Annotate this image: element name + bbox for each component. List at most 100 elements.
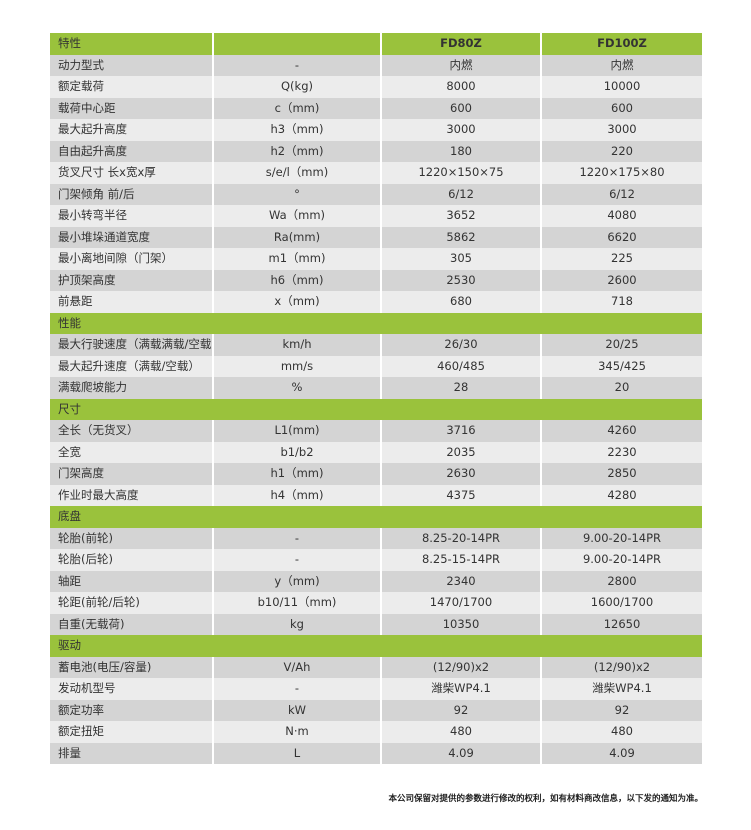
spec-unit: kW (212, 699, 381, 721)
value-fd100z: 225 (540, 248, 702, 270)
spec-unit: kg (212, 613, 381, 635)
value-fd80z: 8.25-15-14PR (380, 549, 541, 571)
value-fd80z: 10350 (380, 613, 541, 635)
value-fd100z: 6620 (540, 226, 702, 248)
spec-unit: s/e/l（mm) (212, 162, 381, 184)
value-fd100z: (12/90)x2 (540, 656, 702, 678)
value-fd80z: 1220×150×75 (380, 162, 541, 184)
spec-unit: h2（mm) (212, 140, 381, 162)
value-fd100z: 345/425 (540, 355, 702, 377)
value-fd80z: 460/485 (380, 355, 541, 377)
spec-unit: m1（mm) (212, 248, 381, 270)
spec-unit: - (212, 54, 381, 76)
value-fd80z: 92 (380, 699, 541, 721)
value-fd80z: 6/12 (380, 183, 541, 205)
value-fd80z: 680 (380, 291, 541, 313)
section-header: 底盘 (50, 506, 702, 528)
spec-unit: - (212, 527, 381, 549)
spec-unit: ° (212, 183, 381, 205)
value-fd80z: 305 (380, 248, 541, 270)
spec-unit: x（mm) (212, 291, 381, 313)
value-fd80z: 2340 (380, 570, 541, 592)
table-row: 额定功率 kW 92 92 (50, 699, 702, 721)
spec-label: 蓄电池(电压/容量) (50, 656, 213, 678)
spec-label: 满载爬坡能力 (50, 377, 213, 399)
table-row: 载荷中心距 c（mm) 600 600 (50, 97, 702, 119)
spec-label: 最小堆垛通道宽度 (50, 226, 213, 248)
spec-label: 作业时最大高度 (50, 484, 213, 506)
value-fd80z: 2530 (380, 269, 541, 291)
spec-label: 排量 (50, 742, 213, 764)
spec-unit: y（mm) (212, 570, 381, 592)
value-fd80z: 600 (380, 97, 541, 119)
spec-unit: km/h (212, 334, 381, 356)
footnote: 本公司保留对提供的参数进行修改的权利，如有材料商改信息，以下发的通知为准。 (388, 794, 703, 804)
spec-label: 额定载荷 (50, 76, 213, 98)
table-row: 最大起升速度（满载/空载） mm/s 460/485 345/425 (50, 355, 702, 377)
value-fd80z: 8.25-20-14PR (380, 527, 541, 549)
table-row: 动力型式 - 内燃 内燃 (50, 54, 702, 76)
value-fd80z: 内燃 (380, 54, 541, 76)
value-fd100z: 220 (540, 140, 702, 162)
spec-unit: Ra(mm) (212, 226, 381, 248)
spec-label: 门架倾角 前/后 (50, 183, 213, 205)
section-header: 尺寸 (50, 398, 702, 420)
section-title: 性能 (50, 312, 702, 334)
header-model-fd100z: FD100Z (540, 33, 702, 55)
value-fd100z: 20/25 (540, 334, 702, 356)
spec-unit: b10/11（mm) (212, 592, 381, 614)
section-title: 驱动 (50, 635, 702, 657)
section-title: 尺寸 (50, 398, 702, 420)
value-fd100z: 12650 (540, 613, 702, 635)
spec-table: 特性 FD80Z FD100Z 动力型式 - 内燃 内燃 额定载荷 Q(kg) 8000 10… (50, 33, 702, 764)
table-row: 轮距(前轮/后轮) b10/11（mm) 1470/1700 1600/1700 (50, 592, 702, 614)
value-fd100z: 3000 (540, 119, 702, 141)
value-fd100z: 内燃 (540, 54, 702, 76)
spec-label: 轴距 (50, 570, 213, 592)
spec-unit: L (212, 742, 381, 764)
value-fd80z: 3000 (380, 119, 541, 141)
table-row: 轮胎(后轮) -8.25-15-14PR 9.00-20-14PR (50, 549, 702, 571)
value-fd100z: 10000 (540, 76, 702, 98)
value-fd100z: 2600 (540, 269, 702, 291)
spec-label: 额定扭矩 (50, 721, 213, 743)
value-fd80z: 480 (380, 721, 541, 743)
table-row: 排量 L 4.09 4.09 (50, 742, 702, 764)
header-label: 特性 (50, 33, 213, 55)
spec-label: 自由起升高度 (50, 140, 213, 162)
value-fd80z: 4375 (380, 484, 541, 506)
spec-label: 护顶架高度 (50, 269, 213, 291)
table-row: 额定扭矩 N·m 480 480 (50, 721, 702, 743)
value-fd80z: 5862 (380, 226, 541, 248)
value-fd100z: 92 (540, 699, 702, 721)
value-fd80z: 2630 (380, 463, 541, 485)
table-row: 额定载荷 Q(kg) 8000 10000 (50, 76, 702, 98)
value-fd100z: 480 (540, 721, 702, 743)
table-row: 全长（无货叉） L1(mm) 3716 4260 (50, 420, 702, 442)
table-row: 前悬距 x（mm) 680 718 (50, 291, 702, 313)
header-unit (212, 33, 381, 55)
table-row: 轮胎(前轮) -8.25-20-14PR 9.00-20-14PR (50, 527, 702, 549)
spec-unit: L1(mm) (212, 420, 381, 442)
section-header: 性能 (50, 312, 702, 334)
table-row: 满载爬坡能力% 28 20 (50, 377, 702, 399)
table-row: 门架高度 h1（mm) 2630 2850 (50, 463, 702, 485)
table-row: 最小转弯半径 Wa（mm) 3652 4080 (50, 205, 702, 227)
value-fd80z: (12/90)x2 (380, 656, 541, 678)
spec-label: 门架高度 (50, 463, 213, 485)
value-fd100z: 20 (540, 377, 702, 399)
spec-unit: b1/b2 (212, 441, 381, 463)
spec-label: 轮胎(后轮) (50, 549, 213, 571)
spec-label: 额定功率 (50, 699, 213, 721)
table-row: 自重(无载荷) kg 10350 12650 (50, 613, 702, 635)
table-row: 最大行驶速度（满载满载/空载） km/h 26/30 20/25 (50, 334, 702, 356)
spec-unit: N·m (212, 721, 381, 743)
spec-unit: Q(kg) (212, 76, 381, 98)
table-header-row: 特性 FD80Z FD100Z (50, 33, 702, 55)
value-fd100z: 2850 (540, 463, 702, 485)
table-row: 护顶架高度 h6（mm) 2530 2600 (50, 269, 702, 291)
table-row: 最小离地间隙（门架） m1（mm) 305 225 (50, 248, 702, 270)
value-fd80z: 28 (380, 377, 541, 399)
spec-unit: h3（mm) (212, 119, 381, 141)
spec-label: 载荷中心距 (50, 97, 213, 119)
